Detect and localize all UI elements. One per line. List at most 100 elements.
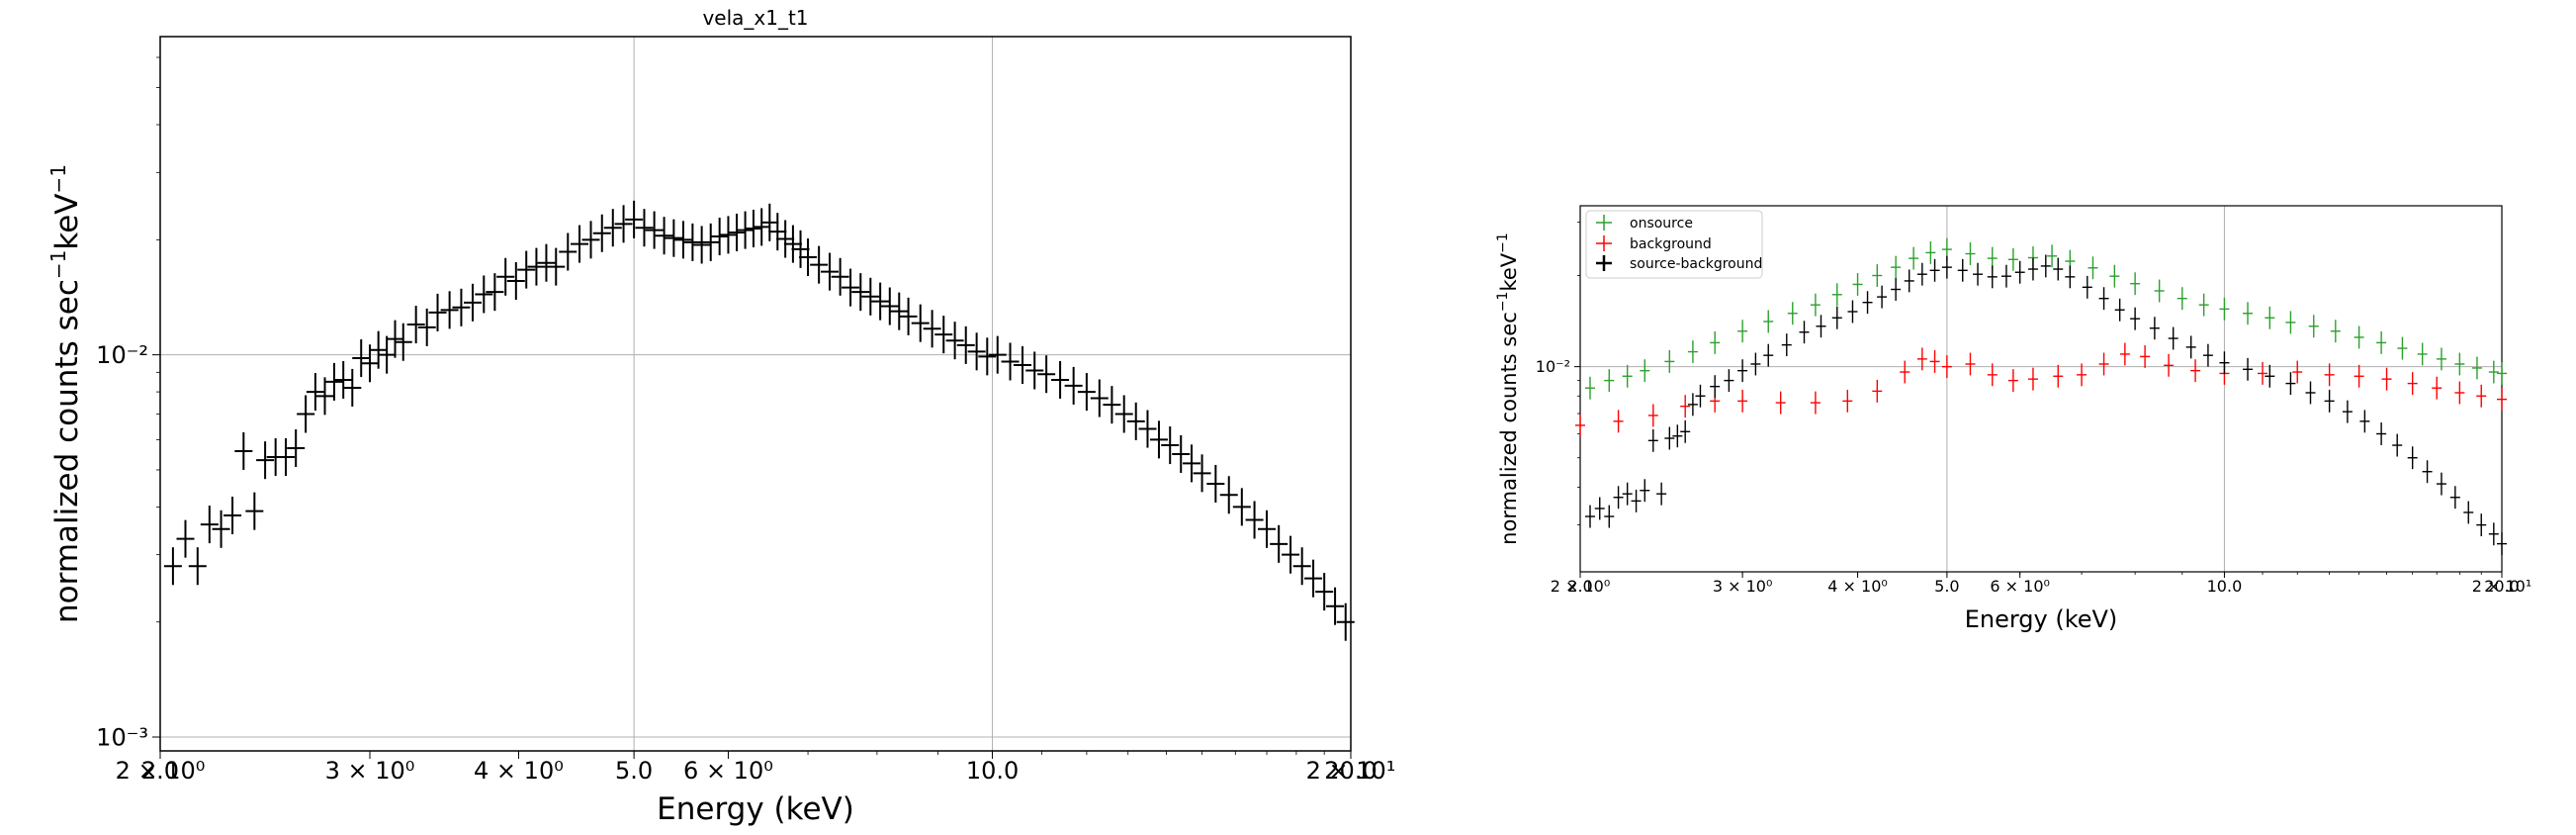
data-point-onsource	[2047, 244, 2058, 268]
y-axis-label-sup1: −1	[46, 250, 70, 279]
x-axis-label: Energy (keV)	[1965, 605, 2118, 633]
data-point-series	[956, 325, 975, 364]
data-point-background	[1575, 414, 1585, 437]
data-point-source-background	[2243, 357, 2254, 381]
data-point-series	[760, 203, 779, 241]
data-point-series	[1037, 355, 1056, 394]
data-point-source-background	[1891, 278, 1902, 301]
data-point-onsource	[2007, 247, 2018, 271]
data-point-series	[890, 292, 909, 330]
data-point-source-background	[1987, 265, 1998, 289]
y-axis-label-unit: keV	[49, 194, 85, 250]
data-point-series	[315, 377, 334, 416]
data-point-series	[988, 335, 1007, 374]
data-point-source-background	[2407, 446, 2418, 470]
x-axis-label: Energy (keV)	[657, 791, 854, 827]
data-point-series	[673, 221, 692, 259]
x-tick-label: 2.0	[1567, 577, 1592, 596]
data-point-source-background	[1664, 426, 1675, 450]
data-point-onsource	[2397, 336, 2408, 360]
data-point-series	[934, 316, 953, 354]
data-point-series	[547, 247, 566, 286]
data-point-onsource	[1737, 320, 1748, 343]
data-point-source-background	[2040, 254, 2051, 278]
data-point-series	[1172, 434, 1191, 473]
data-point-series	[880, 287, 899, 325]
data-point-source-background	[1799, 321, 1810, 344]
x-tick-label: 10.0	[966, 757, 1019, 785]
data-point-series	[945, 322, 964, 360]
data-point-series	[277, 438, 296, 477]
data-point-source-background	[1737, 359, 1748, 383]
x-tick-label: 2.0	[141, 757, 179, 785]
data-point-series	[923, 310, 941, 348]
data-point-onsource	[2471, 356, 2482, 380]
data-point-background	[2407, 372, 2418, 396]
data-point-series	[369, 330, 388, 369]
data-point-onsource	[2488, 360, 2499, 384]
data-point-series	[744, 209, 762, 248]
data-point-background	[2053, 364, 2064, 388]
data-point-source-background	[1877, 285, 1888, 309]
data-point-source-background	[1862, 291, 1873, 315]
data-point-series	[1138, 410, 1157, 448]
data-point-source-background	[1763, 343, 1774, 367]
data-point-series	[334, 360, 353, 399]
data-point-series	[496, 257, 515, 296]
data-point-background	[2190, 359, 2201, 383]
data-point-background	[1900, 360, 1910, 384]
data-point-background	[1810, 391, 1821, 415]
data-point-series	[1103, 386, 1121, 424]
data-point-background	[1842, 389, 1853, 413]
data-point-series	[645, 211, 664, 249]
data-point-source-background	[1672, 424, 1683, 448]
y-axis-label-sup2: −1	[1495, 232, 1511, 253]
data-point-onsource	[2243, 302, 2254, 325]
data-point-source-background	[1647, 428, 1658, 452]
data-point-background	[1965, 352, 1976, 376]
data-point-series	[245, 492, 264, 530]
data-point-onsource	[1831, 283, 1842, 307]
x-tick-label: 2 × 10⁰	[116, 757, 206, 785]
data-point-source-background	[1847, 300, 1858, 324]
data-point-background	[1775, 391, 1786, 415]
data-point-series	[783, 225, 802, 263]
data-point-source-background	[1724, 369, 1734, 393]
data-point-source-background	[1929, 258, 1940, 282]
data-point-series	[911, 304, 930, 342]
data-point-series	[978, 337, 997, 376]
data-point-background	[2164, 353, 2175, 377]
x-tick-label: 20.0	[2484, 577, 2520, 596]
grid-lines	[160, 37, 1351, 751]
data-point-series	[1025, 351, 1044, 390]
data-point-series	[1336, 603, 1355, 641]
data-point-source-background	[2436, 472, 2446, 496]
data-point-series	[1292, 547, 1311, 586]
data-point-series	[719, 216, 738, 254]
data-point-series	[1193, 454, 1211, 493]
data-point-source-background	[2497, 532, 2507, 556]
data-point-onsource	[2417, 342, 2428, 366]
data-point-series	[463, 283, 482, 322]
legend-marker-onsource	[1596, 215, 1612, 231]
data-point-series	[1001, 342, 1020, 381]
data-point-onsource	[1810, 293, 1821, 317]
data-point-series	[603, 209, 622, 247]
data-point-series	[842, 268, 860, 307]
data-point-onsource	[2497, 361, 2507, 385]
data-point-source-background	[2027, 257, 2038, 281]
data-point-source-background	[2065, 265, 2076, 289]
data-point-source-background	[1594, 497, 1605, 520]
data-point-series	[851, 273, 870, 312]
data-points	[1575, 237, 2507, 556]
data-point-background	[2098, 352, 2109, 376]
data-point-background	[2432, 376, 2443, 400]
data-point-onsource	[1640, 359, 1650, 383]
data-point-background	[2381, 367, 2392, 391]
data-point-source-background	[2324, 389, 2335, 413]
data-point-source-background	[1957, 258, 1968, 282]
data-point-source-background	[2376, 422, 2387, 445]
data-point-series	[899, 297, 918, 335]
data-point-series	[176, 519, 195, 558]
data-point-series	[527, 247, 546, 286]
